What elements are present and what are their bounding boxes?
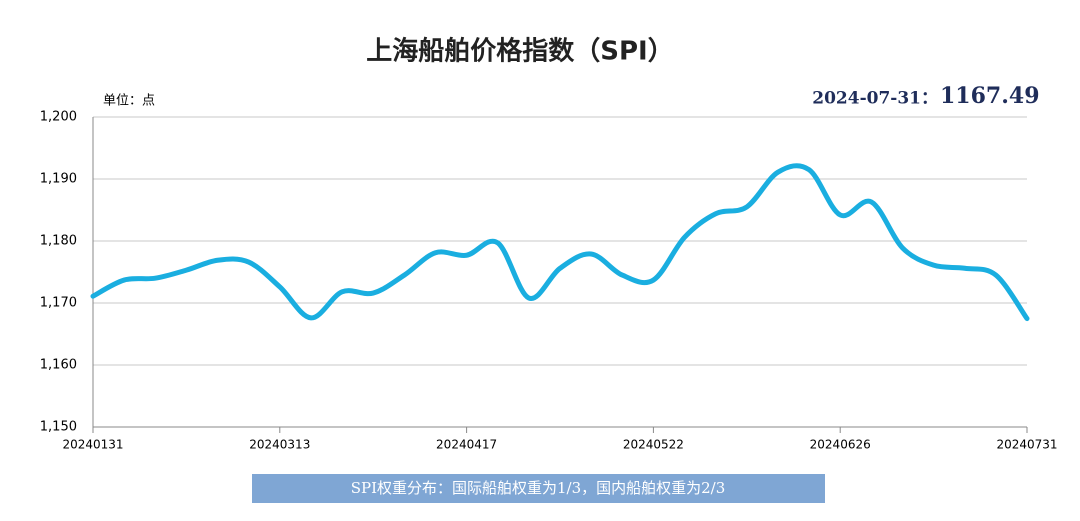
- y-tick-label: 1,190: [40, 172, 77, 187]
- unit-label: 单位：点: [103, 94, 155, 109]
- x-tick-label: 20240522: [623, 438, 684, 452]
- chart-title: 上海船舶价格指数（SPI）: [366, 36, 673, 67]
- x-tick-label: 20240131: [62, 438, 123, 452]
- y-tick-label: 1,170: [40, 296, 77, 311]
- y-tick-label: 1,150: [40, 420, 77, 435]
- x-tick-label: 20240626: [810, 438, 871, 452]
- line-series: [90, 163, 1030, 322]
- x-tick-label: 20240313: [249, 438, 310, 452]
- y-tick-label: 1,200: [40, 110, 77, 125]
- footnote: SPI权重分布：国际船舶权重为1/3，国内船舶权重为2/3: [351, 479, 726, 497]
- latest-value: 1167.49: [940, 83, 1040, 109]
- footnote-box: [252, 474, 825, 503]
- x-tick-label: 20240417: [436, 438, 497, 452]
- y-tick-label: 1,160: [40, 358, 77, 373]
- y-tick-label: 1,180: [40, 234, 77, 249]
- latest-date: 2024-07-31：: [812, 89, 938, 109]
- x-tick-label: 20240731: [996, 438, 1057, 452]
